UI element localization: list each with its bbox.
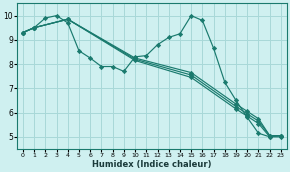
X-axis label: Humidex (Indice chaleur): Humidex (Indice chaleur) [92, 159, 212, 169]
